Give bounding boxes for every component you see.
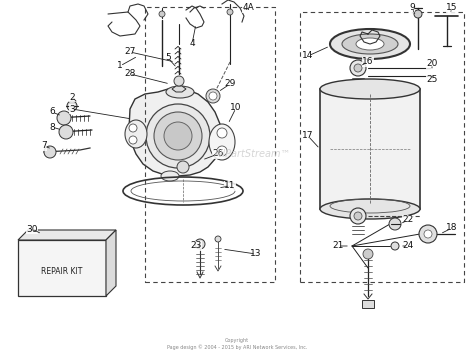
Text: 14: 14 bbox=[302, 51, 314, 60]
Circle shape bbox=[350, 60, 366, 76]
Text: 26: 26 bbox=[212, 150, 224, 158]
Text: 6: 6 bbox=[49, 107, 55, 116]
Circle shape bbox=[159, 11, 165, 17]
Text: 11: 11 bbox=[224, 182, 236, 190]
Ellipse shape bbox=[320, 79, 420, 99]
Circle shape bbox=[146, 104, 210, 168]
Circle shape bbox=[67, 101, 77, 111]
Circle shape bbox=[424, 230, 432, 238]
Circle shape bbox=[129, 124, 137, 132]
Text: 20: 20 bbox=[426, 59, 438, 68]
Text: REPAIR KIT: REPAIR KIT bbox=[41, 268, 82, 277]
Circle shape bbox=[350, 208, 366, 224]
Text: 13: 13 bbox=[250, 249, 262, 258]
Circle shape bbox=[195, 239, 205, 249]
Ellipse shape bbox=[125, 120, 147, 148]
Circle shape bbox=[154, 112, 202, 160]
Ellipse shape bbox=[330, 29, 410, 59]
Text: 3: 3 bbox=[69, 104, 75, 114]
Circle shape bbox=[227, 9, 233, 15]
Ellipse shape bbox=[356, 38, 384, 50]
Text: 9: 9 bbox=[409, 4, 415, 12]
Circle shape bbox=[217, 128, 227, 138]
Text: 29: 29 bbox=[224, 79, 236, 88]
Circle shape bbox=[354, 64, 362, 72]
Text: 5: 5 bbox=[165, 54, 171, 63]
Polygon shape bbox=[18, 230, 116, 240]
Text: 7: 7 bbox=[41, 142, 47, 150]
Ellipse shape bbox=[320, 199, 420, 219]
Circle shape bbox=[363, 249, 373, 259]
Circle shape bbox=[164, 122, 192, 150]
Text: 17: 17 bbox=[302, 131, 314, 141]
Text: AllPartStream™: AllPartStream™ bbox=[213, 149, 291, 159]
Polygon shape bbox=[172, 86, 186, 92]
Ellipse shape bbox=[161, 171, 179, 181]
Circle shape bbox=[174, 76, 184, 86]
Polygon shape bbox=[129, 88, 222, 176]
Circle shape bbox=[414, 10, 422, 18]
Polygon shape bbox=[106, 230, 116, 296]
Circle shape bbox=[354, 212, 362, 220]
Circle shape bbox=[217, 146, 227, 156]
Text: 22: 22 bbox=[402, 215, 414, 225]
Text: 27: 27 bbox=[124, 47, 136, 56]
Text: 23: 23 bbox=[191, 241, 202, 250]
Text: 8: 8 bbox=[49, 123, 55, 131]
Circle shape bbox=[44, 146, 56, 158]
Text: 16: 16 bbox=[362, 58, 374, 67]
Bar bbox=[145, 7, 275, 282]
Text: 2: 2 bbox=[69, 92, 75, 102]
Circle shape bbox=[215, 236, 221, 242]
Bar bbox=[362, 300, 374, 308]
Ellipse shape bbox=[166, 86, 194, 98]
Text: 1: 1 bbox=[117, 62, 123, 71]
Ellipse shape bbox=[209, 124, 235, 160]
Text: 15: 15 bbox=[446, 4, 458, 12]
Text: 4: 4 bbox=[189, 40, 195, 48]
Text: 21: 21 bbox=[332, 241, 344, 250]
Circle shape bbox=[206, 89, 220, 103]
Bar bbox=[320, 89, 420, 209]
Text: 28: 28 bbox=[124, 70, 136, 79]
Text: 30: 30 bbox=[26, 225, 38, 233]
Circle shape bbox=[59, 125, 73, 139]
Ellipse shape bbox=[342, 34, 398, 54]
Bar bbox=[300, 12, 464, 282]
Text: 18: 18 bbox=[446, 223, 458, 233]
Circle shape bbox=[209, 92, 217, 100]
Text: Copyright
Page design © 2004 - 2015 by ARI Network Services, Inc.: Copyright Page design © 2004 - 2015 by A… bbox=[167, 337, 307, 350]
Circle shape bbox=[389, 218, 401, 230]
Circle shape bbox=[129, 136, 137, 144]
Circle shape bbox=[391, 242, 399, 250]
Text: 24: 24 bbox=[402, 241, 414, 250]
Text: 10: 10 bbox=[230, 103, 242, 112]
Circle shape bbox=[57, 111, 71, 125]
Bar bbox=[18, 240, 106, 296]
Circle shape bbox=[419, 225, 437, 243]
Text: 4A: 4A bbox=[242, 4, 254, 12]
Text: 25: 25 bbox=[426, 75, 438, 84]
Circle shape bbox=[177, 161, 189, 173]
